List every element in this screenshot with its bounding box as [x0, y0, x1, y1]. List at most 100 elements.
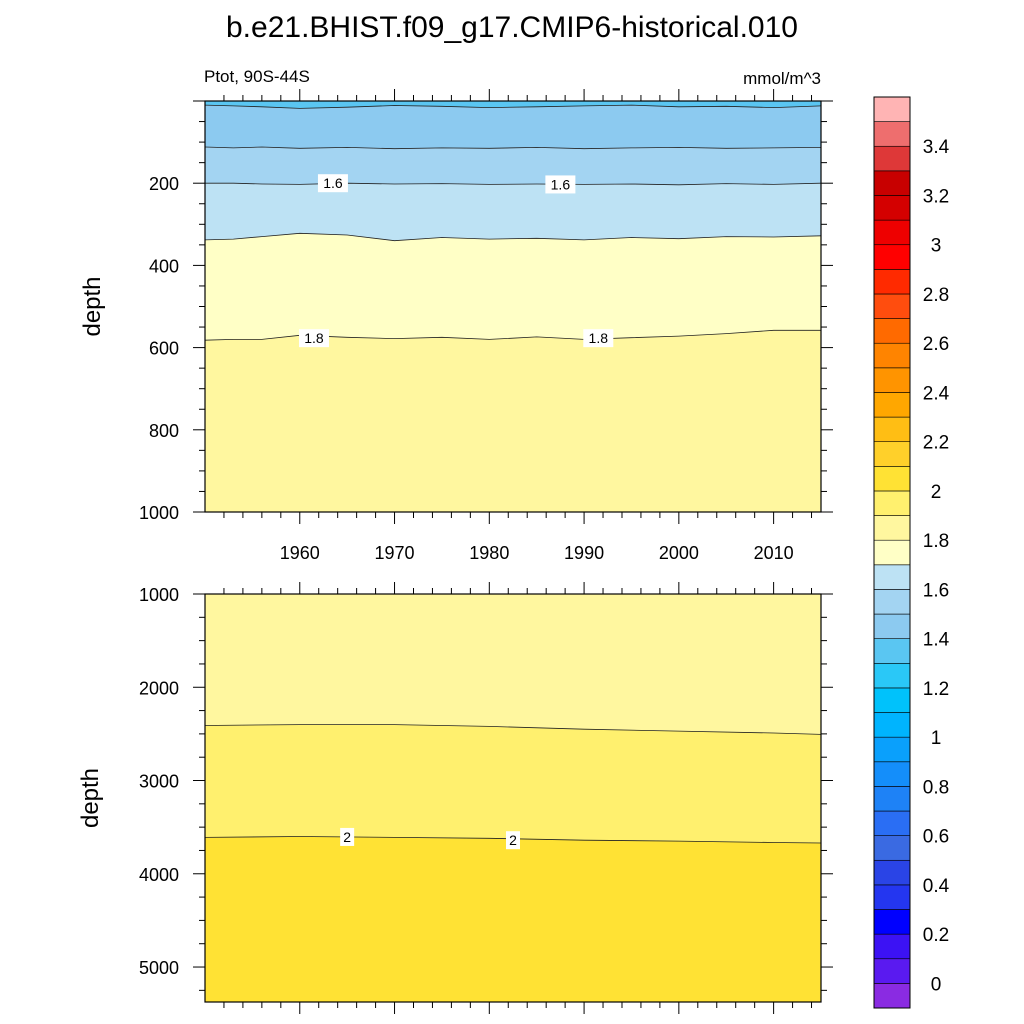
lower-panel: 2 2 1000 2000 3000 4000 5000 depth — [77, 582, 833, 1014]
lower-plot-frame — [204, 593, 822, 1003]
upper-contour-line-1.4 — [205, 104, 821, 109]
colorbar-swatch — [873, 318, 911, 344]
lower-y-tick-label: 1000 — [139, 585, 179, 605]
upper-contour-label-bg — [298, 329, 329, 348]
lower-y-axis-label: depth — [77, 768, 104, 828]
x-tick-label: 1970 — [375, 543, 415, 563]
colorbar-tick-label: 1 — [931, 728, 942, 749]
colorbar-swatch — [873, 736, 911, 763]
colorbar-tick-label: 0 — [931, 974, 942, 995]
colorbar-tick-label: 0.2 — [923, 925, 949, 946]
colorbar-frame — [873, 96, 911, 1009]
colorbar-swatch — [873, 761, 911, 787]
colorbar-swatch — [873, 441, 911, 467]
colorbar-tick-label: 3.2 — [923, 186, 949, 207]
colorbar-swatch — [873, 810, 911, 836]
upper-contour-label: 1.8 — [304, 330, 324, 346]
colorbar-tick-label: 0.8 — [923, 777, 949, 798]
upper-contour-label: 1.8 — [589, 330, 609, 346]
colorbar-swatch — [873, 244, 911, 270]
upper-contour-label: 1.6 — [551, 176, 571, 192]
colorbar-swatch — [873, 490, 911, 516]
lower-band-2 — [205, 836, 821, 1002]
lower-contour-label: 2 — [343, 829, 351, 845]
colorbar-swatch — [873, 269, 911, 295]
colorbar-tick-label: 2.4 — [923, 383, 950, 404]
upper-contour-label-bg — [583, 329, 614, 348]
colorbar-swatch — [873, 145, 911, 172]
x-tick-label: 2000 — [659, 543, 699, 563]
colorbar-swatch — [873, 195, 911, 221]
colorbar-tick-label: 1.6 — [923, 580, 949, 601]
colorbar-tick-label: 3 — [931, 236, 942, 257]
colorbar-swatch — [873, 416, 911, 443]
colorbar-swatch — [873, 367, 911, 393]
colorbar-swatch — [873, 515, 911, 541]
colorbar-tick-label: 2 — [931, 482, 942, 503]
x-tick-label: 1980 — [469, 543, 509, 563]
upper-contour-label-bg — [545, 175, 576, 194]
colorbar-swatch — [873, 786, 911, 812]
upper-y-tick-label: 1000 — [139, 503, 179, 523]
lower-y-tick-label: 4000 — [139, 865, 179, 885]
upper-contour-label: 1.6 — [323, 175, 343, 191]
upper-contour-label-bg — [317, 174, 348, 193]
colorbar-swatch — [873, 983, 911, 1009]
x-tick-label: 1960 — [280, 543, 320, 563]
colorbar-swatch — [873, 121, 911, 147]
colorbar-swatch — [873, 662, 911, 689]
colorbar-swatch — [873, 613, 911, 639]
colorbar-tick-label: 1.8 — [923, 531, 949, 552]
lower-contour-label: 2 — [509, 832, 517, 848]
colorbar: 0 0.2 0.4 0.6 0.8 1 1.2 1.4 1.6 1.8 2 2.2 2.4 2.6 2.8 3… — [873, 96, 950, 1009]
x-tick-label: 1990 — [564, 543, 604, 563]
upper-y-tick-label: 400 — [149, 256, 179, 276]
colorbar-swatch — [873, 342, 911, 369]
upper-y-tick-label: 200 — [149, 174, 179, 194]
upper-contour-line-1.6 — [205, 182, 821, 186]
colorbar-swatch — [873, 835, 911, 861]
colorbar-swatch — [873, 933, 911, 960]
chart-subtitle-left: Ptot, 90S-44S — [204, 67, 310, 86]
upper-contour-line-1.7 — [205, 232, 821, 242]
colorbar-tick-label: 0.4 — [923, 876, 950, 897]
upper-contour-line-1.5 — [205, 146, 821, 150]
colorbar-swatch — [873, 293, 911, 319]
colorbar-tick-label: 2.6 — [923, 334, 949, 355]
colorbar-swatch — [873, 638, 911, 664]
chart-title: b.e21.BHIST.f09_g17.CMIP6-historical.010 — [226, 11, 798, 44]
lower-y-tick-label: 5000 — [139, 958, 179, 978]
colorbar-swatch — [873, 687, 911, 713]
upper-band-1.8 — [205, 330, 821, 512]
upper-y-axis-label: depth — [79, 276, 106, 336]
upper-y-tick-label: 600 — [149, 339, 179, 359]
colorbar-tick-label: 0.6 — [923, 827, 949, 848]
lower-contour-label-bg — [506, 831, 520, 850]
lower-contour-line-1.9 — [205, 724, 821, 735]
colorbar-swatch — [873, 96, 911, 122]
colorbar-swatch — [873, 466, 911, 492]
upper-y-tick-label: 800 — [149, 421, 179, 441]
upper-contour-line-1.8 — [205, 329, 821, 341]
colorbar-tick-label: 2.2 — [923, 433, 949, 454]
chart-subtitle-right: mmol/m^3 — [743, 69, 821, 88]
colorbar-swatch — [873, 958, 911, 984]
colorbar-swatch — [873, 909, 911, 935]
colorbar-tick-label: 2.8 — [923, 285, 949, 306]
colorbar-swatch — [873, 564, 911, 590]
upper-panel: 1.6 1.6 1.8 1.8 1960 1970 1980 1990 2000 2010 200 4… — [79, 89, 833, 563]
lower-contour-label-bg — [340, 827, 355, 846]
lower-y-tick-label: 2000 — [139, 678, 179, 698]
colorbar-tick-label: 1.4 — [923, 630, 950, 651]
lower-y-tick-label: 3000 — [139, 772, 179, 792]
x-tick-label: 2010 — [754, 543, 794, 563]
colorbar-swatch — [873, 392, 911, 418]
colorbar-tick-label: 3.4 — [923, 137, 950, 158]
colorbar-tick-label: 1.2 — [923, 679, 949, 700]
colorbar-swatch — [873, 859, 911, 886]
colorbar-swatch — [873, 589, 911, 615]
lower-contour-line-2 — [205, 836, 821, 844]
colorbar-swatch — [873, 170, 911, 196]
colorbar-swatch — [873, 219, 911, 246]
